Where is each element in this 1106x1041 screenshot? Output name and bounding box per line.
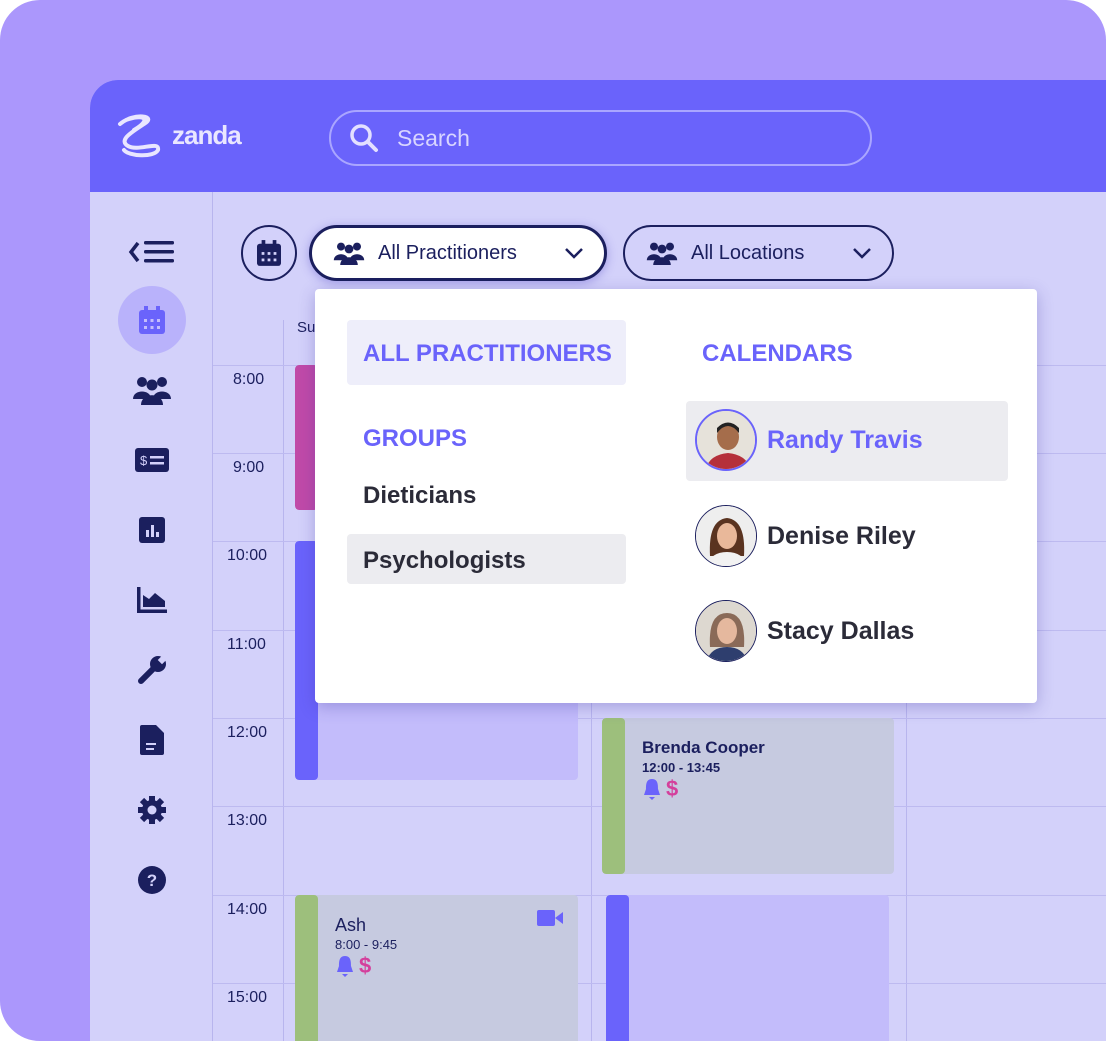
- dollar-icon: $: [666, 776, 679, 801]
- time-label: 13:00: [227, 812, 268, 829]
- analytics-icon[interactable]: [118, 566, 186, 634]
- all-practitioners-option[interactable]: [347, 320, 626, 385]
- practitioners-dropdown[interactable]: All Practitioners: [309, 225, 607, 281]
- billing-icon[interactable]: $: [118, 426, 186, 494]
- date-picker-button[interactable]: [241, 225, 297, 281]
- tools-icon[interactable]: [118, 636, 186, 704]
- people-icon: [646, 242, 678, 265]
- calendar-option-randy-travis[interactable]: Randy Travis: [695, 409, 923, 471]
- time-label: 15:00: [227, 989, 268, 1006]
- svg-text:$: $: [140, 453, 148, 468]
- groups-heading: GROUPS: [363, 425, 468, 452]
- calendars-heading: CALENDARS: [702, 340, 853, 367]
- practitioners-label: All Practitioners: [378, 241, 517, 264]
- calendar-event[interactable]: [606, 895, 889, 1041]
- people-icon: [333, 242, 365, 265]
- group-option-psychologists[interactable]: [347, 534, 626, 584]
- bell-icon: [337, 956, 353, 977]
- group-option-psychologists-label: Psychologists: [363, 547, 526, 574]
- avatar: [695, 600, 757, 662]
- practitioners-menu: ALL PRACTITIONERS GROUPS Dieticians Psyc…: [315, 289, 1037, 703]
- time-label: 12:00: [227, 724, 268, 741]
- reports-icon[interactable]: [118, 496, 186, 564]
- person-name: Stacy Dallas: [767, 616, 915, 645]
- time-label: 14:00: [227, 901, 268, 918]
- time-label: 8:00: [233, 371, 265, 388]
- group-option-dieticians[interactable]: Dieticians: [363, 482, 477, 509]
- search-icon: [350, 124, 378, 152]
- event-time: 8:00 - 9:45: [335, 937, 398, 952]
- collapse-menu-icon[interactable]: [118, 218, 186, 286]
- bell-icon: [644, 779, 660, 800]
- sidebar: $ ?: [90, 192, 213, 1041]
- avatar: [695, 409, 757, 471]
- dollar-icon: $: [359, 953, 372, 978]
- search-input[interactable]: Search: [329, 110, 872, 166]
- event-time: 12:00 - 13:45: [642, 760, 721, 775]
- calendar-icon: [257, 240, 281, 266]
- calendar-event-brenda-cooper[interactable]: Brenda Cooper 12:00 - 13:45 $: [602, 718, 894, 874]
- avatar: [695, 505, 757, 567]
- event-title: Brenda Cooper: [642, 738, 765, 757]
- time-label: 9:00: [233, 459, 265, 476]
- app-window: zanda Search $ ? All Practitioners All L…: [90, 80, 1106, 1041]
- all-practitioners-label[interactable]: ALL PRACTITIONERS: [363, 340, 612, 367]
- documents-icon[interactable]: [118, 706, 186, 774]
- calendar-option-denise-riley[interactable]: Denise Riley: [695, 505, 916, 567]
- brand-name: zanda: [172, 119, 242, 150]
- time-label: 10:00: [227, 547, 268, 564]
- zanda-logo[interactable]: zanda: [114, 110, 242, 160]
- chevron-down-icon: [565, 248, 583, 259]
- help-icon[interactable]: ?: [118, 846, 186, 914]
- locations-dropdown[interactable]: All Locations: [623, 225, 894, 281]
- calendar-icon[interactable]: [118, 286, 186, 354]
- calendar-event[interactable]: [295, 365, 578, 510]
- top-bar: zanda Search: [90, 80, 1106, 192]
- search-placeholder: Search: [397, 124, 470, 151]
- zanda-logo-icon: [118, 114, 160, 158]
- locations-label: All Locations: [691, 241, 805, 264]
- person-name: Randy Travis: [767, 425, 923, 454]
- person-name: Denise Riley: [767, 521, 916, 550]
- clients-icon[interactable]: [118, 356, 186, 424]
- chevron-down-icon: [853, 248, 871, 259]
- calendar-event-ash[interactable]: Ash 8:00 - 9:45 $: [295, 895, 578, 1041]
- time-label: 11:00: [227, 636, 266, 653]
- svg-text:?: ?: [147, 871, 157, 890]
- settings-icon[interactable]: [118, 776, 186, 844]
- calendar-option-stacy-dallas[interactable]: Stacy Dallas: [695, 600, 914, 662]
- event-title: Ash: [335, 915, 367, 935]
- video-icon: [537, 910, 563, 926]
- day-header: Su: [297, 319, 316, 336]
